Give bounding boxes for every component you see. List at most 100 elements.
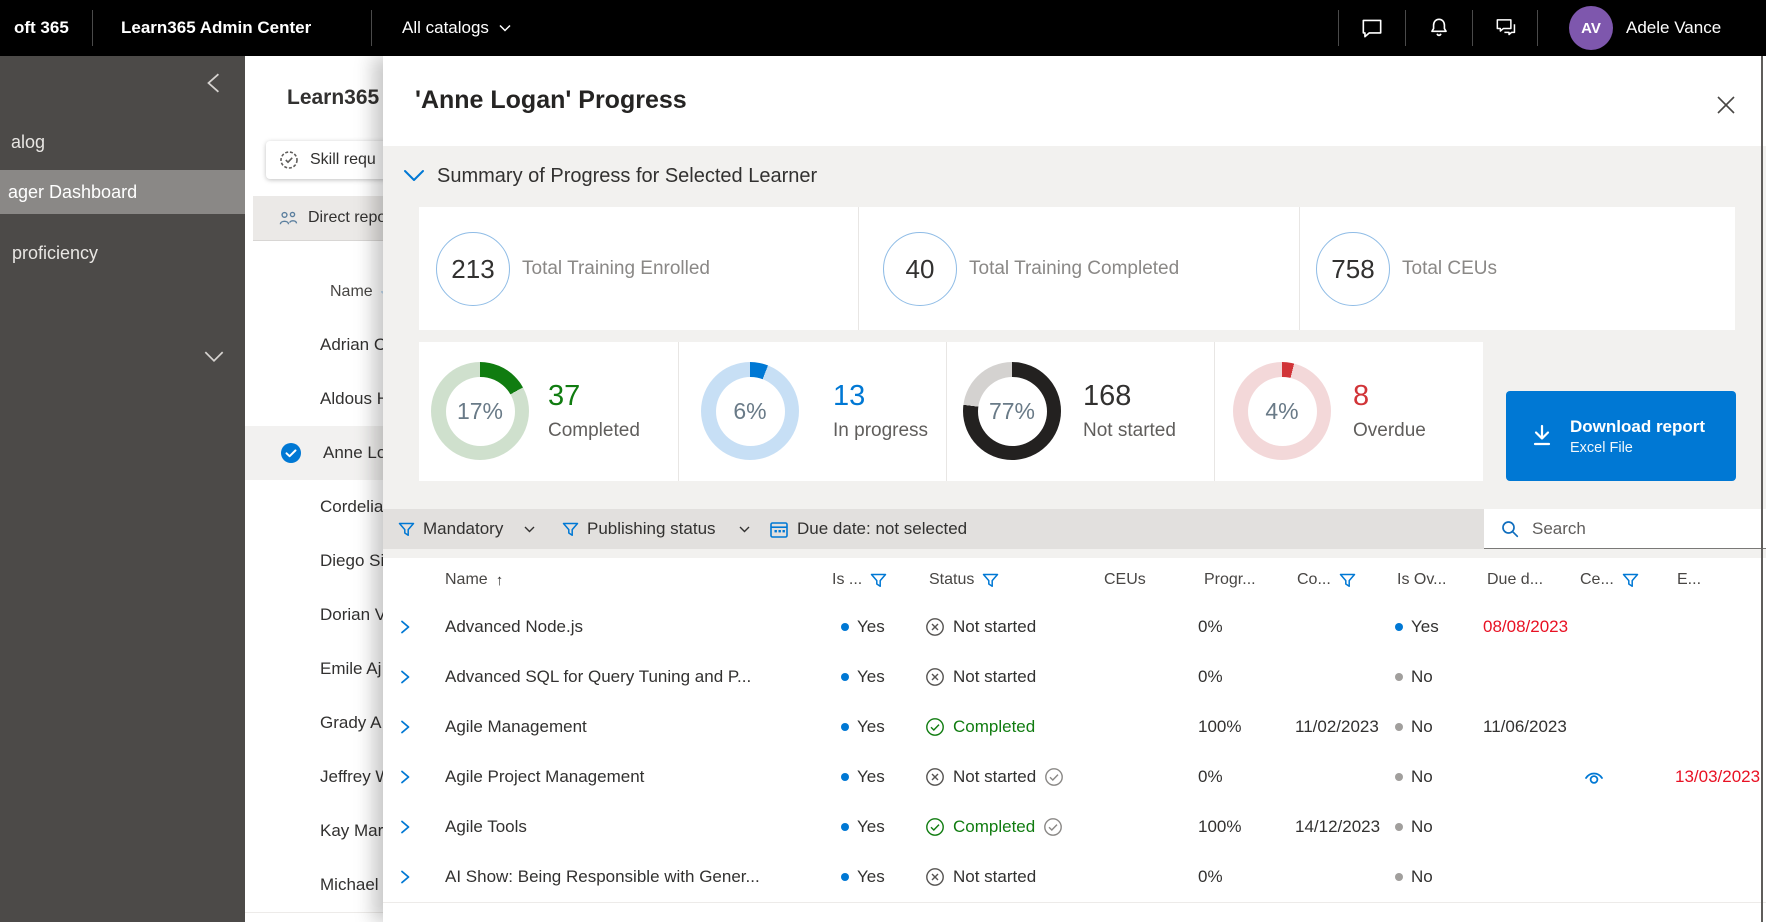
sort-ascending-icon: ↑ <box>495 571 504 589</box>
column-header-expiration[interactable]: E... <box>1677 558 1701 602</box>
download-report-button[interactable]: Download report Excel File <box>1506 391 1736 481</box>
filter-icon[interactable] <box>380 285 383 300</box>
filter-icon[interactable] <box>1339 573 1356 588</box>
brand-fragment[interactable]: oft 365 <box>14 18 69 37</box>
publishing-status-filter[interactable] <box>562 509 579 549</box>
completed-icon <box>926 818 944 836</box>
expand-chevron[interactable] <box>398 652 412 702</box>
publishing-status-filter-label[interactable]: Publishing status <box>587 519 716 538</box>
sidebar-item[interactable]: proficiency <box>12 242 99 263</box>
column-header-due[interactable]: Due d... <box>1487 558 1543 602</box>
expand-chevron-icon[interactable] <box>398 769 412 785</box>
training-row[interactable]: Advanced SQL for Query Tuning and P... Y… <box>383 652 1766 703</box>
user-name[interactable]: Adele Vance <box>1626 18 1722 37</box>
learner-row[interactable]: Diego Si <box>245 534 383 589</box>
due-date-filter-label[interactable]: Due date: not selected <box>797 519 968 538</box>
learner-name-column-header[interactable]: Name <box>245 266 383 319</box>
expand-chevron[interactable] <box>398 802 412 852</box>
page-title: Learn365 <box>287 86 380 109</box>
topbar-divider <box>92 10 93 46</box>
summary-toggle[interactable]: Summary of Progress for Selected Learner <box>403 146 817 206</box>
topbar-divider <box>371 10 372 46</box>
training-row[interactable]: AI Show: Being Responsible with Gener...… <box>383 852 1766 903</box>
stat-value: 213 <box>451 253 495 284</box>
direct-reports-tab[interactable]: Direct repo <box>253 196 383 241</box>
sidebar-expander-button[interactable] <box>203 350 229 370</box>
expand-chevron-icon[interactable] <box>398 619 412 635</box>
is-mandatory-cell: Yes <box>841 602 885 652</box>
learner-row[interactable]: Grady A <box>245 696 383 751</box>
mandatory-filter-label[interactable]: Mandatory <box>423 519 504 538</box>
expand-chevron-icon[interactable] <box>398 669 412 685</box>
is-overdue-cell: No <box>1395 652 1433 702</box>
learner-row[interactable]: Adrian C <box>245 318 383 373</box>
stat-label: Total CEUs <box>1402 257 1498 279</box>
skill-requirements-button[interactable]: Skill requ <box>266 141 383 179</box>
expand-chevron-icon[interactable] <box>398 869 412 885</box>
training-row[interactable]: Agile Project Management Yes Not started… <box>383 752 1766 803</box>
chevron-down-icon[interactable] <box>739 509 750 549</box>
mandatory-filter[interactable] <box>398 509 415 549</box>
donut-chart: 77% <box>963 362 1061 460</box>
close-button[interactable] <box>1713 92 1739 118</box>
learner-row[interactable]: Dorian V <box>245 588 383 643</box>
column-header-name[interactable]: Name ↑ <box>445 558 503 602</box>
learner-name: Anne Lo <box>323 443 383 462</box>
certificate-cell[interactable] <box>1583 752 1605 802</box>
training-name: Agile Project Management <box>445 767 645 786</box>
learner-row[interactable]: Cordelia <box>245 480 383 535</box>
expiration-date-cell: 13/03/2023 <box>1675 767 1761 786</box>
column-header-certificate[interactable]: Ce... <box>1580 558 1639 602</box>
avatar[interactable]: AV <box>1569 6 1613 50</box>
filter-icon[interactable] <box>1622 573 1639 588</box>
view-certificate-eye-icon[interactable] <box>1583 769 1605 786</box>
expand-chevron[interactable] <box>398 602 412 652</box>
training-row[interactable]: Advanced Node.js Yes Not started 0% Yes … <box>383 602 1766 653</box>
search-input[interactable] <box>1530 517 1734 540</box>
feedback-button[interactable] <box>1472 0 1539 56</box>
donut-label: Completed <box>548 420 640 441</box>
status-label: Not started <box>953 667 1037 686</box>
learner-name: Jeffrey W <box>320 767 383 786</box>
catalog-selector[interactable]: All catalogs <box>402 0 511 56</box>
filter-icon[interactable] <box>870 573 887 588</box>
donut-chart: 6% <box>701 362 799 460</box>
learner-row[interactable]: Anne Lo <box>245 426 383 481</box>
expand-chevron[interactable] <box>398 702 412 752</box>
sidebar-item[interactable]: alog <box>11 131 46 152</box>
column-header-is-mandatory[interactable]: Is ... <box>832 558 887 602</box>
learner-row[interactable]: Emile Aj <box>245 642 383 697</box>
training-row[interactable]: Agile Tools Yes Completed 100% 14/12/202… <box>383 802 1766 853</box>
expand-chevron-icon[interactable] <box>398 819 412 835</box>
expand-chevron[interactable] <box>398 852 412 902</box>
sidebar-collapse-button[interactable] <box>203 72 229 98</box>
notifications-button[interactable] <box>1405 0 1472 56</box>
due-date-filter[interactable] <box>769 509 789 549</box>
mandatory-dot <box>841 723 849 731</box>
column-header-ceus[interactable]: CEUs <box>1104 558 1146 602</box>
filter-icon[interactable] <box>982 573 999 588</box>
learner-row[interactable]: Michael <box>245 858 383 913</box>
training-row[interactable]: Agile Management Yes Completed 100% 11/0… <box>383 702 1766 753</box>
column-header-is-overdue[interactable]: Is Ov... <box>1397 558 1446 602</box>
expand-chevron[interactable] <box>398 752 412 802</box>
chat-button[interactable] <box>1338 0 1405 56</box>
learner-row[interactable]: Jeffrey W <box>245 750 383 805</box>
learner-row[interactable]: Kay Mar <box>245 804 383 859</box>
sidebar-item[interactable]: ager Dashboard <box>0 170 245 214</box>
column-header-completion[interactable]: Co... <box>1297 558 1356 602</box>
status-cell: Not started <box>925 852 1036 902</box>
mandatory-dot <box>841 623 849 631</box>
column-header-status[interactable]: Status <box>929 558 999 602</box>
avatar-initials: AV <box>1581 19 1601 37</box>
learner-row[interactable]: Aldous H <box>245 372 383 427</box>
expand-chevron-icon[interactable] <box>398 719 412 735</box>
mandatory-dot <box>841 823 849 831</box>
donut-percent: 6% <box>733 397 767 424</box>
app-title[interactable]: Learn365 Admin Center <box>121 18 312 37</box>
overdue-dot <box>1395 623 1403 631</box>
is-overdue-cell: No <box>1395 752 1433 802</box>
chevron-down-icon[interactable] <box>524 509 535 549</box>
column-header-progress[interactable]: Progr... <box>1204 558 1256 602</box>
chevron-down-icon <box>499 24 511 32</box>
